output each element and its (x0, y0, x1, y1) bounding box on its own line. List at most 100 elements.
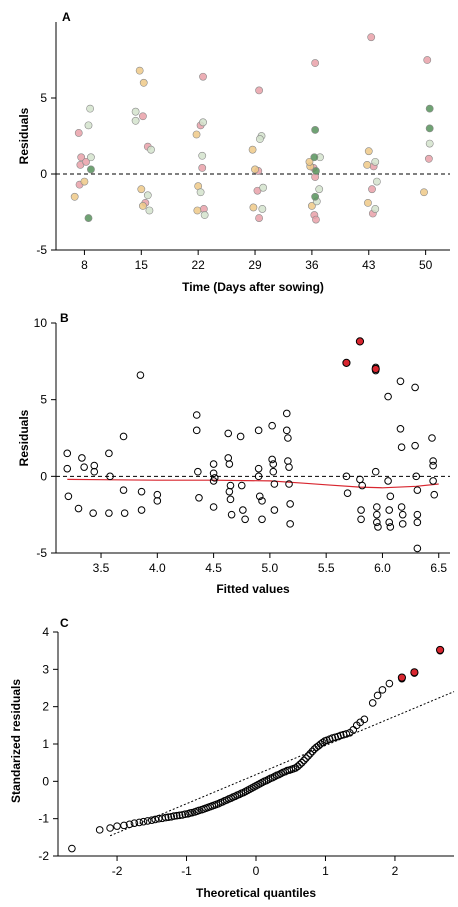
panel-a-point (198, 164, 207, 172)
panel-c-point (368, 699, 377, 707)
panel-a-y-label: Residuals (17, 107, 31, 164)
panel-a-x-tick-label: 15 (135, 258, 149, 272)
panel-b-point (373, 518, 381, 527)
panel-b-point (413, 518, 422, 527)
panel-a-point (368, 185, 376, 194)
panel-a-point (305, 157, 314, 166)
panel-b-point (227, 510, 236, 519)
panel-b-x-tick-label: 6.0 (374, 561, 391, 575)
panel-c-point (135, 818, 144, 827)
panel-c-x-tick-label: 1 (322, 864, 329, 878)
panel-b-point (356, 475, 364, 484)
panel-b-point (413, 544, 422, 553)
panel-b-point (269, 467, 278, 476)
panel-a-point (143, 191, 152, 200)
panel-b-point (286, 520, 294, 528)
panel-a-point (192, 130, 201, 139)
panel-c-point (106, 824, 114, 832)
panel-b-point (373, 510, 381, 519)
panel-c-point (342, 730, 351, 738)
panel-a-point (131, 116, 140, 125)
panel-b-point (153, 490, 162, 499)
panel-c-x-tick-label: -2 (112, 864, 123, 878)
panel-b-highlighted-point (342, 358, 351, 367)
panel-a: A 8 15 22 29 36 43 50 -5 0 5 Time (Days after sow… (17, 10, 450, 294)
panel-b-x-tick-label: 6.5 (430, 561, 447, 575)
panel-c-point (151, 815, 160, 824)
panel-a-x-tick-label: 22 (191, 258, 205, 272)
panel-a-point (135, 66, 144, 75)
panel-b-point (237, 481, 246, 490)
panel-c-point (304, 752, 312, 760)
panel-c-point (164, 813, 173, 821)
panel-c-reference-line (109, 691, 455, 837)
panel-c-point (181, 810, 189, 818)
panel-b-y-tick-label: 10 (34, 316, 48, 330)
panel-b-point (64, 492, 73, 501)
panel-b-point (74, 504, 83, 513)
panel-b-y-tick-label: 5 (40, 393, 47, 407)
panel-b-point (136, 371, 145, 379)
panel-a-point (312, 215, 320, 224)
panel-b-point (412, 472, 421, 481)
panel-b-y-label: Residuals (17, 409, 31, 466)
panel-b-point (105, 509, 113, 517)
panel-c-point (378, 686, 387, 694)
panel-b-point (282, 426, 291, 435)
panel-c-points (68, 645, 445, 853)
panel-a-point (312, 167, 320, 175)
panel-b-point (225, 487, 234, 496)
panel-c-point (312, 743, 321, 752)
panel-a-x-tick-label: 50 (419, 258, 433, 272)
panel-a-point (425, 124, 434, 133)
panel-a-point (80, 177, 89, 186)
panel-c-point (298, 758, 306, 767)
panel-b-ticks: 3.5 4.0 4.5 5.0 5.5 6.0 6.5 -5 0 5 10 (34, 316, 448, 575)
panel-a-point (193, 206, 202, 215)
panel-a-point (315, 185, 324, 194)
panel-c-point (308, 747, 317, 756)
panel-c: C -2 -1 0 1 2 -2 -1 0 1 2 3 4 Theoretical quantiles… (9, 616, 455, 900)
panel-c-point (302, 754, 310, 762)
panel-c-x-label: Theoretical quantiles (196, 886, 316, 900)
panel-b-point (89, 509, 97, 517)
panel-b-point (241, 515, 249, 524)
panel-c-letter: C (60, 616, 69, 630)
panel-a-point (251, 165, 259, 174)
panel-b-point (226, 481, 235, 490)
panel-b-point (153, 497, 162, 505)
panel-a-point (84, 214, 93, 222)
panel-b-x-tick-label: 5.0 (262, 561, 279, 575)
panel-c-point (306, 749, 314, 758)
panel-c-y-tick-label: 0 (42, 774, 49, 788)
panel-b-point (385, 518, 394, 527)
panel-b-point (236, 432, 245, 441)
panel-a-point (82, 157, 90, 166)
panel-a-point (196, 188, 205, 197)
panel-a-point (147, 145, 155, 154)
panel-a-point (145, 206, 154, 215)
panel-b-point (357, 515, 365, 524)
panel-b-point (137, 487, 146, 496)
panel-b-point (119, 432, 128, 441)
panel-a-point (371, 157, 380, 166)
panel-a-point (131, 107, 140, 116)
panel-c-y-tick-label: -2 (38, 849, 49, 863)
panel-a-point (367, 33, 376, 42)
panel-b-point (398, 510, 407, 519)
panel-b-x-tick-label: 5.5 (318, 561, 335, 575)
panel-a-points (70, 33, 434, 224)
panel-b-y-tick-label: -5 (36, 546, 47, 560)
panel-c-point (68, 844, 76, 853)
panel-a-x-tick-label: 29 (248, 258, 262, 272)
panel-b-point (358, 481, 366, 490)
panel-a-point (364, 147, 373, 156)
panel-b-point (80, 463, 88, 471)
panel-b-point (430, 490, 439, 499)
panel-c-point (147, 816, 156, 824)
panel-b-point (384, 392, 392, 401)
panel-a-point (198, 151, 207, 160)
panel-b-point (209, 469, 218, 478)
panel-c-point (175, 811, 184, 820)
